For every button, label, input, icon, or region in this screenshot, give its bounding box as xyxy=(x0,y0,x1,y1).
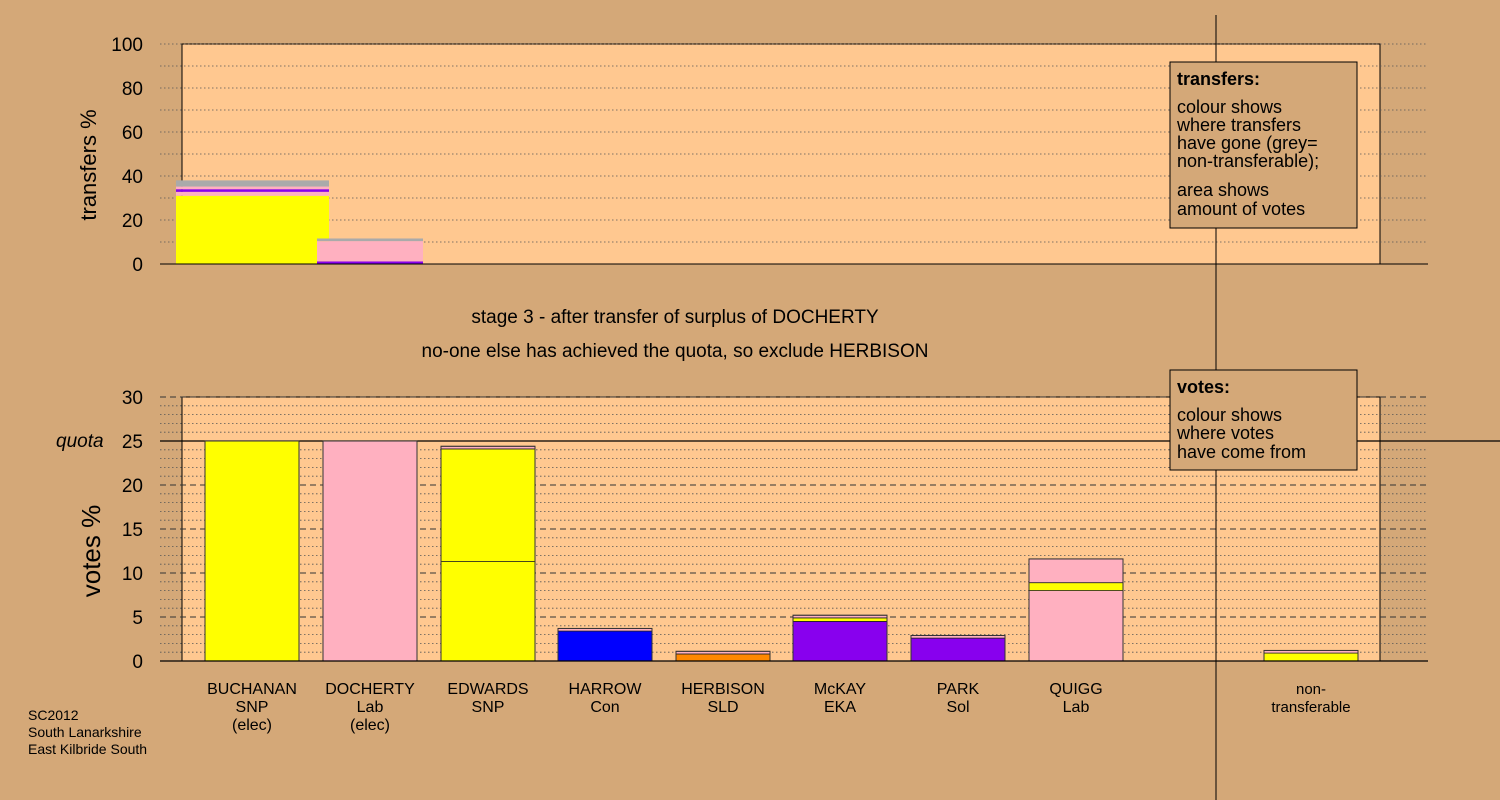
votes-bars xyxy=(204,440,1359,662)
vote-bar-segment xyxy=(910,637,1006,662)
vote-bar-segment xyxy=(1028,590,1124,662)
category-label: non- xyxy=(1296,681,1326,698)
votes-tick-label: 30 xyxy=(122,388,143,409)
transfers-tick-label: 20 xyxy=(122,211,143,232)
votes-legend-line: have come from xyxy=(1177,442,1306,462)
transfers-tick-label: 100 xyxy=(111,35,143,56)
transfers-legend-line: non-transferable); xyxy=(1177,151,1319,171)
category-label: QUIGG xyxy=(1049,681,1102,698)
vote-bar-segment xyxy=(1028,582,1124,591)
votes-tick-label: 20 xyxy=(122,476,143,497)
transfers-legend-line: amount of votes xyxy=(1177,199,1305,219)
transfers-tick-label: 60 xyxy=(122,123,143,144)
category-label: transferable xyxy=(1271,699,1350,716)
category-labels: BUCHANANSNP(elec)DOCHERTYLab(elec)EDWARD… xyxy=(207,681,1351,734)
footer-line: East Kilbride South xyxy=(28,741,147,757)
category-label: EDWARDS xyxy=(447,681,528,698)
category-label: BUCHANAN xyxy=(207,681,297,698)
vote-bar-segment xyxy=(322,440,418,662)
category-label: SNP xyxy=(472,699,505,716)
votes-tick-label: 0 xyxy=(132,652,143,673)
votes-tick-label: 15 xyxy=(122,520,143,541)
transfer-bar-segment xyxy=(176,189,329,192)
category-label: PARK xyxy=(937,681,980,698)
votes-tick-label: 25 xyxy=(122,432,143,453)
vote-bar-segment xyxy=(675,653,771,662)
footer-line: South Lanarkshire xyxy=(28,724,142,740)
transfer-bar-segment xyxy=(317,261,423,264)
transfers-tick-label: 0 xyxy=(132,255,143,276)
transfers-tick-label: 40 xyxy=(122,167,143,188)
votes-legend-line: where votes xyxy=(1176,423,1274,443)
transfers-legend: transfers: colour shows where transfers … xyxy=(1169,61,1358,229)
exclusion-caption: no-one else has achieved the quota, so e… xyxy=(422,341,929,362)
votes-tick-label: 10 xyxy=(122,564,143,585)
category-label: EKA xyxy=(824,699,856,716)
category-label: Lab xyxy=(1063,699,1090,716)
votes-legend-title: votes: xyxy=(1177,377,1230,397)
transfers-legend-line: where transfers xyxy=(1176,115,1301,135)
transfers-legend-line: area shows xyxy=(1177,180,1269,200)
footer-line: SC2012 xyxy=(28,707,79,723)
quota-label: quota xyxy=(56,431,104,452)
transfer-bar-segment xyxy=(317,241,423,262)
vote-bar-segment xyxy=(1263,652,1359,662)
transfer-bar-segment xyxy=(176,195,329,264)
vote-bar-segment xyxy=(440,448,536,562)
stage-caption: stage 3 - after transfer of surplus of D… xyxy=(471,307,879,328)
vote-bar-segment xyxy=(440,561,536,662)
category-label: McKAY xyxy=(814,681,866,698)
category-label: HERBISON xyxy=(681,681,765,698)
vote-bar-segment xyxy=(557,630,653,662)
votes-legend-line: colour shows xyxy=(1177,405,1282,425)
axes: 0 20 40 60 80 100 0 5 10 15 20 25 30 xyxy=(111,35,1428,673)
vote-bar-segment xyxy=(1028,558,1124,584)
transfer-bar-segment xyxy=(176,191,329,196)
votes-legend: votes: colour shows where votes have com… xyxy=(1169,369,1358,471)
transfers-bars xyxy=(176,180,423,264)
transfers-legend-line: colour shows xyxy=(1177,97,1282,117)
transfer-bar-segment xyxy=(176,180,329,187)
category-label: Sol xyxy=(946,699,969,716)
vote-bar-segment xyxy=(792,621,888,662)
transfers-legend-title: transfers: xyxy=(1177,69,1260,89)
category-label: (elec) xyxy=(350,717,390,734)
category-label: (elec) xyxy=(232,717,272,734)
category-label: HARROW xyxy=(569,681,643,698)
category-label: SNP xyxy=(236,699,269,716)
category-label: Con xyxy=(590,699,619,716)
footer: SC2012 South Lanarkshire East Kilbride S… xyxy=(28,707,147,757)
transfers-legend-line: have gone (grey= xyxy=(1177,133,1318,153)
transfer-bar-segment xyxy=(317,238,423,242)
transfers-tick-label: 80 xyxy=(122,79,143,100)
category-label: Lab xyxy=(357,699,384,716)
votes-tick-label: 5 xyxy=(132,608,143,629)
transfer-bar-segment xyxy=(176,186,329,190)
transfers-ylabel: transfers % xyxy=(76,109,101,220)
category-label: DOCHERTY xyxy=(325,681,415,698)
vote-bar-segment xyxy=(792,617,888,622)
votes-ylabel: votes % xyxy=(76,505,106,598)
vote-bar-segment xyxy=(204,440,300,662)
category-label: SLD xyxy=(707,699,738,716)
